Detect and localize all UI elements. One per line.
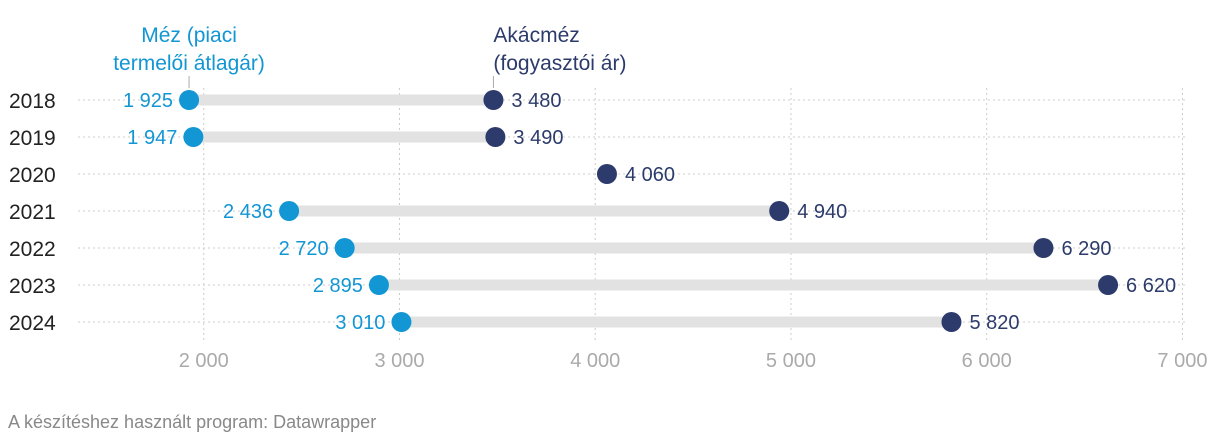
high-value-label: 6 290 (1061, 238, 1111, 260)
high-value-label: 4 940 (797, 201, 847, 223)
x-tick-label: 4 000 (570, 350, 620, 372)
low-value-label: 2 720 (279, 238, 329, 260)
low-point (179, 90, 200, 110)
low-value-label: 2 436 (223, 201, 273, 223)
low-point (391, 312, 412, 332)
high-series-label: (fogyasztói ár) (493, 52, 626, 75)
low-value-label: 1 947 (127, 127, 177, 149)
x-tick-label: 5 000 (766, 350, 816, 372)
low-value-label: 1 925 (123, 90, 173, 112)
year-label: 2018 (9, 90, 56, 113)
footer-credit: A készítéshez használt program: Datawrap… (8, 412, 377, 432)
year-label: 2022 (9, 238, 56, 261)
year-label: 2019 (9, 127, 56, 150)
x-tick-label: 2 000 (179, 350, 229, 372)
low-value-label: 2 895 (313, 275, 363, 297)
year-label: 2024 (9, 312, 56, 335)
high-value-label: 5 820 (969, 312, 1019, 334)
x-tick-label: 7 000 (1157, 350, 1207, 372)
low-point (368, 275, 389, 295)
high-series-label: Akácméz (493, 24, 579, 47)
year-label: 2020 (9, 164, 56, 187)
high-point (941, 312, 962, 332)
high-value-label: 3 490 (513, 127, 563, 149)
high-point (485, 127, 506, 147)
high-point (769, 201, 790, 221)
low-series-label: Méz (piaci (141, 24, 237, 47)
low-series-label: termelői átlagár) (113, 52, 265, 75)
high-point (483, 90, 504, 110)
low-point (183, 127, 204, 147)
low-point (279, 201, 300, 221)
x-tick-label: 3 000 (374, 350, 424, 372)
low-value-label: 3 010 (335, 312, 385, 334)
high-point (596, 164, 617, 184)
year-label: 2023 (9, 275, 56, 298)
high-value-label: 4 060 (625, 164, 675, 186)
x-tick-label: 6 000 (962, 350, 1012, 372)
year-label: 2021 (9, 201, 56, 224)
high-point (1033, 238, 1054, 258)
high-point (1098, 275, 1119, 295)
low-point (334, 238, 355, 258)
high-value-label: 3 480 (511, 90, 561, 112)
high-value-label: 6 620 (1126, 275, 1176, 297)
